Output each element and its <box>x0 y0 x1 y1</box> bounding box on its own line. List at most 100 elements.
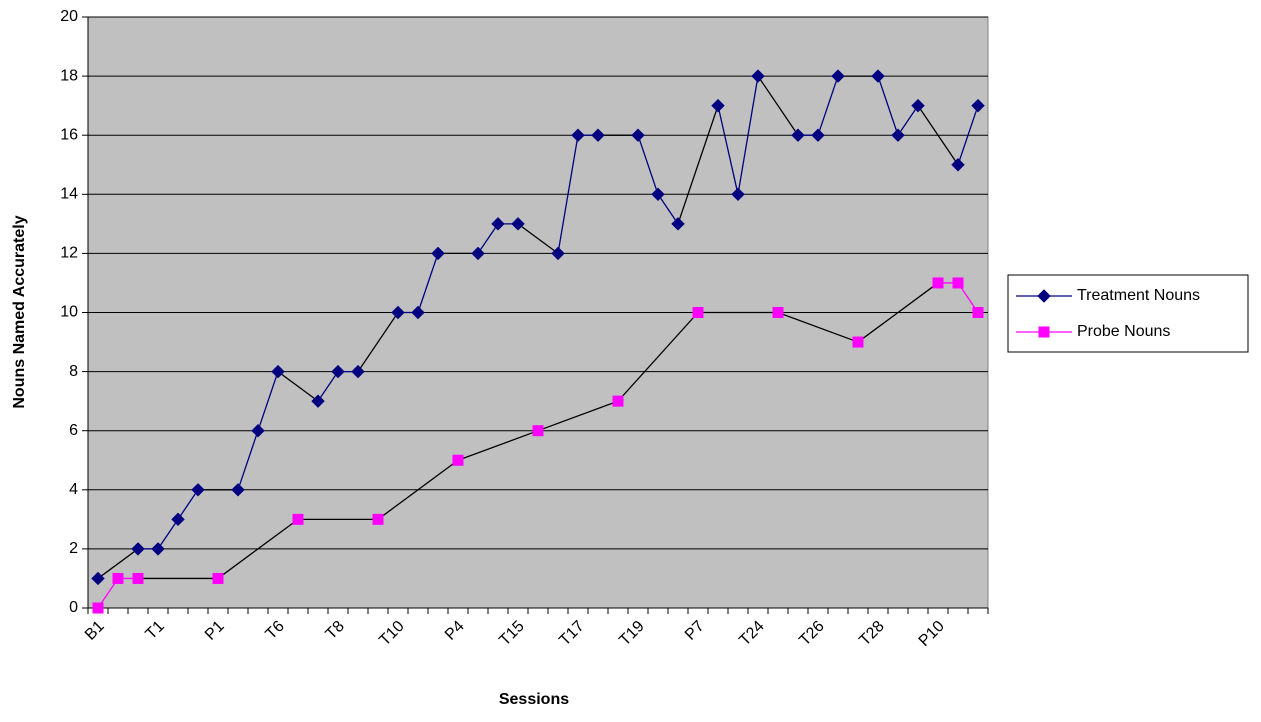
marker <box>932 277 944 289</box>
line-segment <box>617 312 699 402</box>
line-segment <box>917 105 959 166</box>
marker <box>91 571 105 586</box>
line-segment <box>457 430 539 461</box>
x-tick-label: T8 <box>323 618 348 643</box>
line-segment <box>857 282 939 343</box>
marker <box>1037 289 1051 303</box>
line-segment <box>517 223 559 254</box>
marker <box>891 128 905 142</box>
marker <box>151 542 165 556</box>
marker <box>131 542 145 556</box>
line-segment <box>97 548 139 579</box>
marker <box>431 246 445 261</box>
marker <box>671 217 685 231</box>
line-segment <box>177 489 199 520</box>
marker <box>971 98 985 113</box>
marker <box>871 69 885 83</box>
marker <box>852 336 864 348</box>
marker <box>591 128 605 142</box>
x-tick-label: T24 <box>736 618 768 650</box>
y-tick-label: 10 <box>60 304 78 321</box>
marker <box>692 307 704 318</box>
line-segment <box>897 105 919 136</box>
x-tick-label: T17 <box>556 618 588 650</box>
marker <box>351 364 365 379</box>
x-tick-label: B1 <box>82 618 108 644</box>
x-tick-label: P7 <box>682 618 708 644</box>
y-tick-label: 16 <box>60 126 78 143</box>
x-tick-label: T19 <box>616 618 648 650</box>
line-segment <box>537 400 619 432</box>
marker <box>551 246 565 261</box>
x-tick-label: T1 <box>143 618 168 643</box>
marker <box>1038 326 1050 338</box>
line-segment <box>357 312 399 372</box>
y-tick-label: 2 <box>69 540 78 557</box>
line-segment <box>377 459 459 520</box>
marker <box>251 423 265 438</box>
line-segment <box>477 223 499 254</box>
marker <box>511 217 525 231</box>
x-tick-label: P4 <box>442 618 468 644</box>
line-segment <box>417 253 439 313</box>
x-tick-label: T28 <box>856 618 888 650</box>
x-tick-label: P1 <box>202 618 228 644</box>
marker <box>571 128 585 142</box>
legend-label: Probe Nouns <box>1077 323 1170 340</box>
marker <box>411 305 425 320</box>
line-segment <box>217 518 299 579</box>
marker <box>972 307 984 318</box>
marker <box>292 513 304 525</box>
y-tick-label: 4 <box>69 481 78 498</box>
line-segment <box>277 371 319 402</box>
marker <box>951 158 965 172</box>
x-axis-title: Sessions <box>499 691 569 708</box>
marker <box>651 187 665 202</box>
y-axis-title: Nouns Named Accurately <box>11 215 28 408</box>
marker <box>231 483 245 497</box>
line-segment <box>317 371 339 402</box>
x-tick-label: T15 <box>496 618 528 650</box>
y-tick-label: 12 <box>60 245 78 262</box>
legend <box>1007 274 1249 353</box>
marker <box>532 425 544 437</box>
marker <box>212 572 224 584</box>
line-segment <box>757 75 799 136</box>
y-tick-label: 14 <box>60 186 78 203</box>
line-segment <box>737 75 759 195</box>
marker <box>452 454 464 466</box>
marker <box>491 217 505 231</box>
y-tick-label: 18 <box>60 67 78 84</box>
marker <box>311 394 325 408</box>
line-segment <box>877 75 899 136</box>
x-tick-label: P10 <box>916 618 948 650</box>
marker <box>471 246 485 261</box>
line-segment <box>237 430 259 491</box>
marker <box>92 602 104 614</box>
marker <box>711 98 725 113</box>
line-segment <box>637 134 659 195</box>
y-tick-label: 6 <box>69 422 78 439</box>
marker <box>952 277 964 289</box>
marker <box>831 69 845 83</box>
y-tick-label: 8 <box>69 363 78 380</box>
line-segment <box>557 135 579 254</box>
marker <box>751 69 765 83</box>
marker <box>631 128 645 142</box>
line-segment <box>777 311 859 343</box>
marker <box>191 483 205 497</box>
line-segment <box>717 105 739 195</box>
x-tick-label: T10 <box>376 618 408 650</box>
line-segment <box>257 371 279 431</box>
marker <box>791 128 805 142</box>
marker <box>112 572 124 584</box>
marker <box>372 513 384 525</box>
marker <box>911 98 925 113</box>
y-tick-label: 0 <box>69 599 78 616</box>
x-tick-label: T26 <box>796 618 828 650</box>
y-tick-label: 20 <box>60 8 78 25</box>
legend-label: Treatment Nouns <box>1077 287 1200 304</box>
marker <box>171 512 185 527</box>
x-tick-label: T6 <box>263 618 288 643</box>
